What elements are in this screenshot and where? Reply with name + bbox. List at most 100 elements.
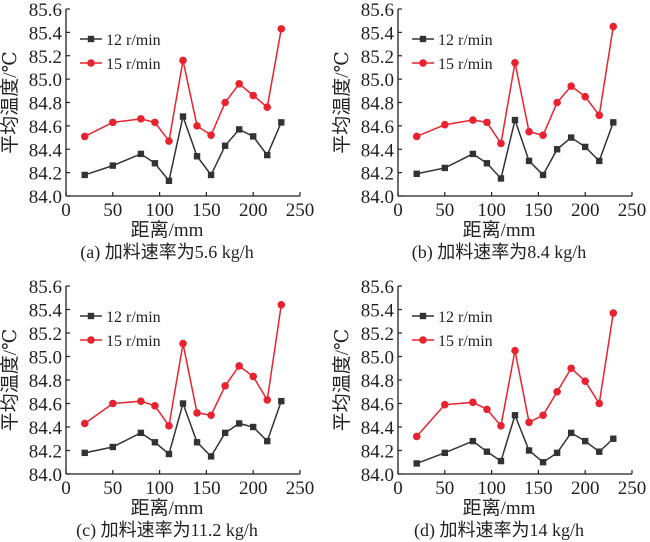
data-point-15rpm — [207, 411, 215, 420]
y-tick-label: 85.4 — [29, 301, 63, 322]
y-tick-label: 84.0 — [29, 465, 62, 486]
data-point-12rpm — [441, 449, 448, 457]
data-point-15rpm — [235, 80, 243, 88]
data-point-15rpm — [221, 382, 229, 390]
data-point-12rpm — [235, 126, 243, 133]
data-point-15rpm — [553, 387, 561, 396]
data-point-12rpm — [413, 170, 420, 177]
y-tick-label: 85.0 — [29, 348, 62, 369]
y-tick-label: 85.4 — [361, 23, 395, 44]
data-point-15rpm — [179, 56, 187, 65]
data-point-15rpm — [193, 409, 201, 417]
x-tick-label: 250 — [286, 200, 315, 221]
y-tick-label: 84.4 — [29, 140, 63, 161]
data-point-15rpm — [165, 137, 173, 145]
data-point-15rpm — [581, 377, 589, 385]
data-point-12rpm — [207, 171, 215, 179]
y-tick-label: 84.0 — [361, 187, 394, 208]
data-point-15rpm — [609, 22, 618, 31]
data-point-12rpm — [221, 142, 229, 149]
legend-label: 12 r/min — [106, 309, 161, 326]
y-tick-label: 85.0 — [361, 348, 394, 369]
data-point-12rpm — [264, 437, 271, 445]
legend-square-marker-icon — [87, 35, 95, 43]
data-point-15rpm — [469, 116, 477, 124]
data-point-15rpm — [80, 132, 89, 141]
data-point-15rpm — [511, 346, 519, 355]
data-point-12rpm — [469, 437, 477, 445]
y-tick-label: 84.8 — [29, 94, 62, 115]
data-point-15rpm — [483, 118, 491, 127]
data-point-12rpm — [250, 423, 257, 431]
chart-b: 84.084.2 84.484.684.8 85.085.2 85.485.6 0 50 1… — [331, 0, 647, 263]
y-tick-label: 85.2 — [361, 324, 394, 345]
chart-a: 84.084.2 84.484.684.8 85.085.2 85.485.6 0 50 1… — [0, 0, 315, 263]
data-point-12rpm — [582, 437, 589, 445]
data-point-12rpm — [596, 448, 603, 455]
data-point-15rpm — [581, 92, 589, 101]
data-point-15rpm — [249, 91, 257, 100]
y-tick-label: 85.2 — [361, 47, 394, 68]
data-point-12rpm — [278, 397, 285, 405]
data-point-12rpm — [137, 150, 145, 158]
data-point-12rpm — [193, 439, 201, 446]
data-point-15rpm — [221, 98, 229, 107]
data-point-12rpm — [250, 133, 257, 140]
data-point-12rpm — [469, 150, 477, 158]
data-point-15rpm — [469, 398, 477, 407]
x-axis-title: 距离/mm — [131, 219, 204, 241]
chart-panel-b: 84.0 84.2 84.4 84.6 84.8 85.0 85.2 85.4 85.6 0 50 1… — [325, 0, 650, 271]
data-point-15rpm — [609, 309, 618, 317]
x-tick-label: 50 — [435, 200, 454, 221]
x-tick-label: 250 — [618, 478, 647, 499]
data-point-15rpm — [249, 372, 257, 381]
x-tick-label: 100 — [477, 200, 506, 221]
x-axis-title: 距离/mm — [131, 497, 204, 519]
y-tick-label: 85.6 — [361, 0, 394, 21]
data-point-12rpm — [497, 457, 505, 465]
data-point-12rpm — [511, 412, 519, 419]
y-tick-label: 84.2 — [361, 164, 394, 185]
x-tick-label: 0 — [393, 200, 403, 221]
legend-square-marker-icon — [87, 312, 95, 320]
x-tick-label: 0 — [393, 478, 403, 499]
data-point-12rpm — [137, 429, 145, 437]
data-point-15rpm — [80, 419, 89, 428]
data-point-12rpm — [539, 171, 547, 179]
y-tick-label: 84.2 — [361, 442, 394, 463]
chart-caption: (b) 加料速率为8.4 kg/h — [412, 242, 587, 263]
data-point-12rpm — [525, 447, 533, 454]
legend-label: 15 r/min — [438, 56, 493, 73]
legend-circle-marker-icon — [87, 336, 95, 344]
data-point-12rpm — [278, 119, 285, 126]
data-point-12rpm — [179, 113, 187, 120]
x-tick-label: 50 — [103, 200, 122, 221]
data-point-12rpm — [179, 400, 187, 407]
y-tick-label: 85.0 — [361, 70, 394, 91]
data-point-12rpm — [165, 450, 173, 458]
y-tick-label: 85.0 — [29, 70, 62, 91]
data-point-15rpm — [193, 122, 201, 130]
x-tick-label: 250 — [618, 200, 647, 221]
data-point-12rpm — [109, 162, 116, 169]
data-point-15rpm — [235, 362, 243, 370]
legend-label: 15 r/min — [106, 333, 161, 350]
y-tick-label: 84.2 — [29, 164, 62, 185]
data-point-15rpm — [441, 120, 449, 129]
data-point-15rpm — [511, 58, 519, 67]
chart-d: 84.084.2 84.484.6 84.885.0 85.285.4 85.6 0 50 1… — [331, 277, 647, 541]
chart-caption: (d) 加料速率为14 kg/h — [414, 520, 584, 541]
y-axis-title: 平均温度/℃ — [0, 329, 21, 432]
y-tick-label: 85.6 — [29, 0, 62, 21]
data-point-15rpm — [263, 396, 272, 404]
legend-circle-marker-icon — [87, 59, 95, 67]
data-point-12rpm — [553, 146, 561, 153]
data-point-15rpm — [207, 131, 215, 140]
x-tick-label: 50 — [103, 478, 122, 499]
data-point-15rpm — [497, 139, 505, 148]
x-tick-label: 150 — [192, 200, 221, 221]
legend-label: 15 r/min — [438, 333, 493, 350]
data-point-15rpm — [263, 103, 272, 111]
y-tick-label: 84.6 — [361, 395, 394, 416]
y-tick-label: 84.6 — [29, 117, 62, 138]
